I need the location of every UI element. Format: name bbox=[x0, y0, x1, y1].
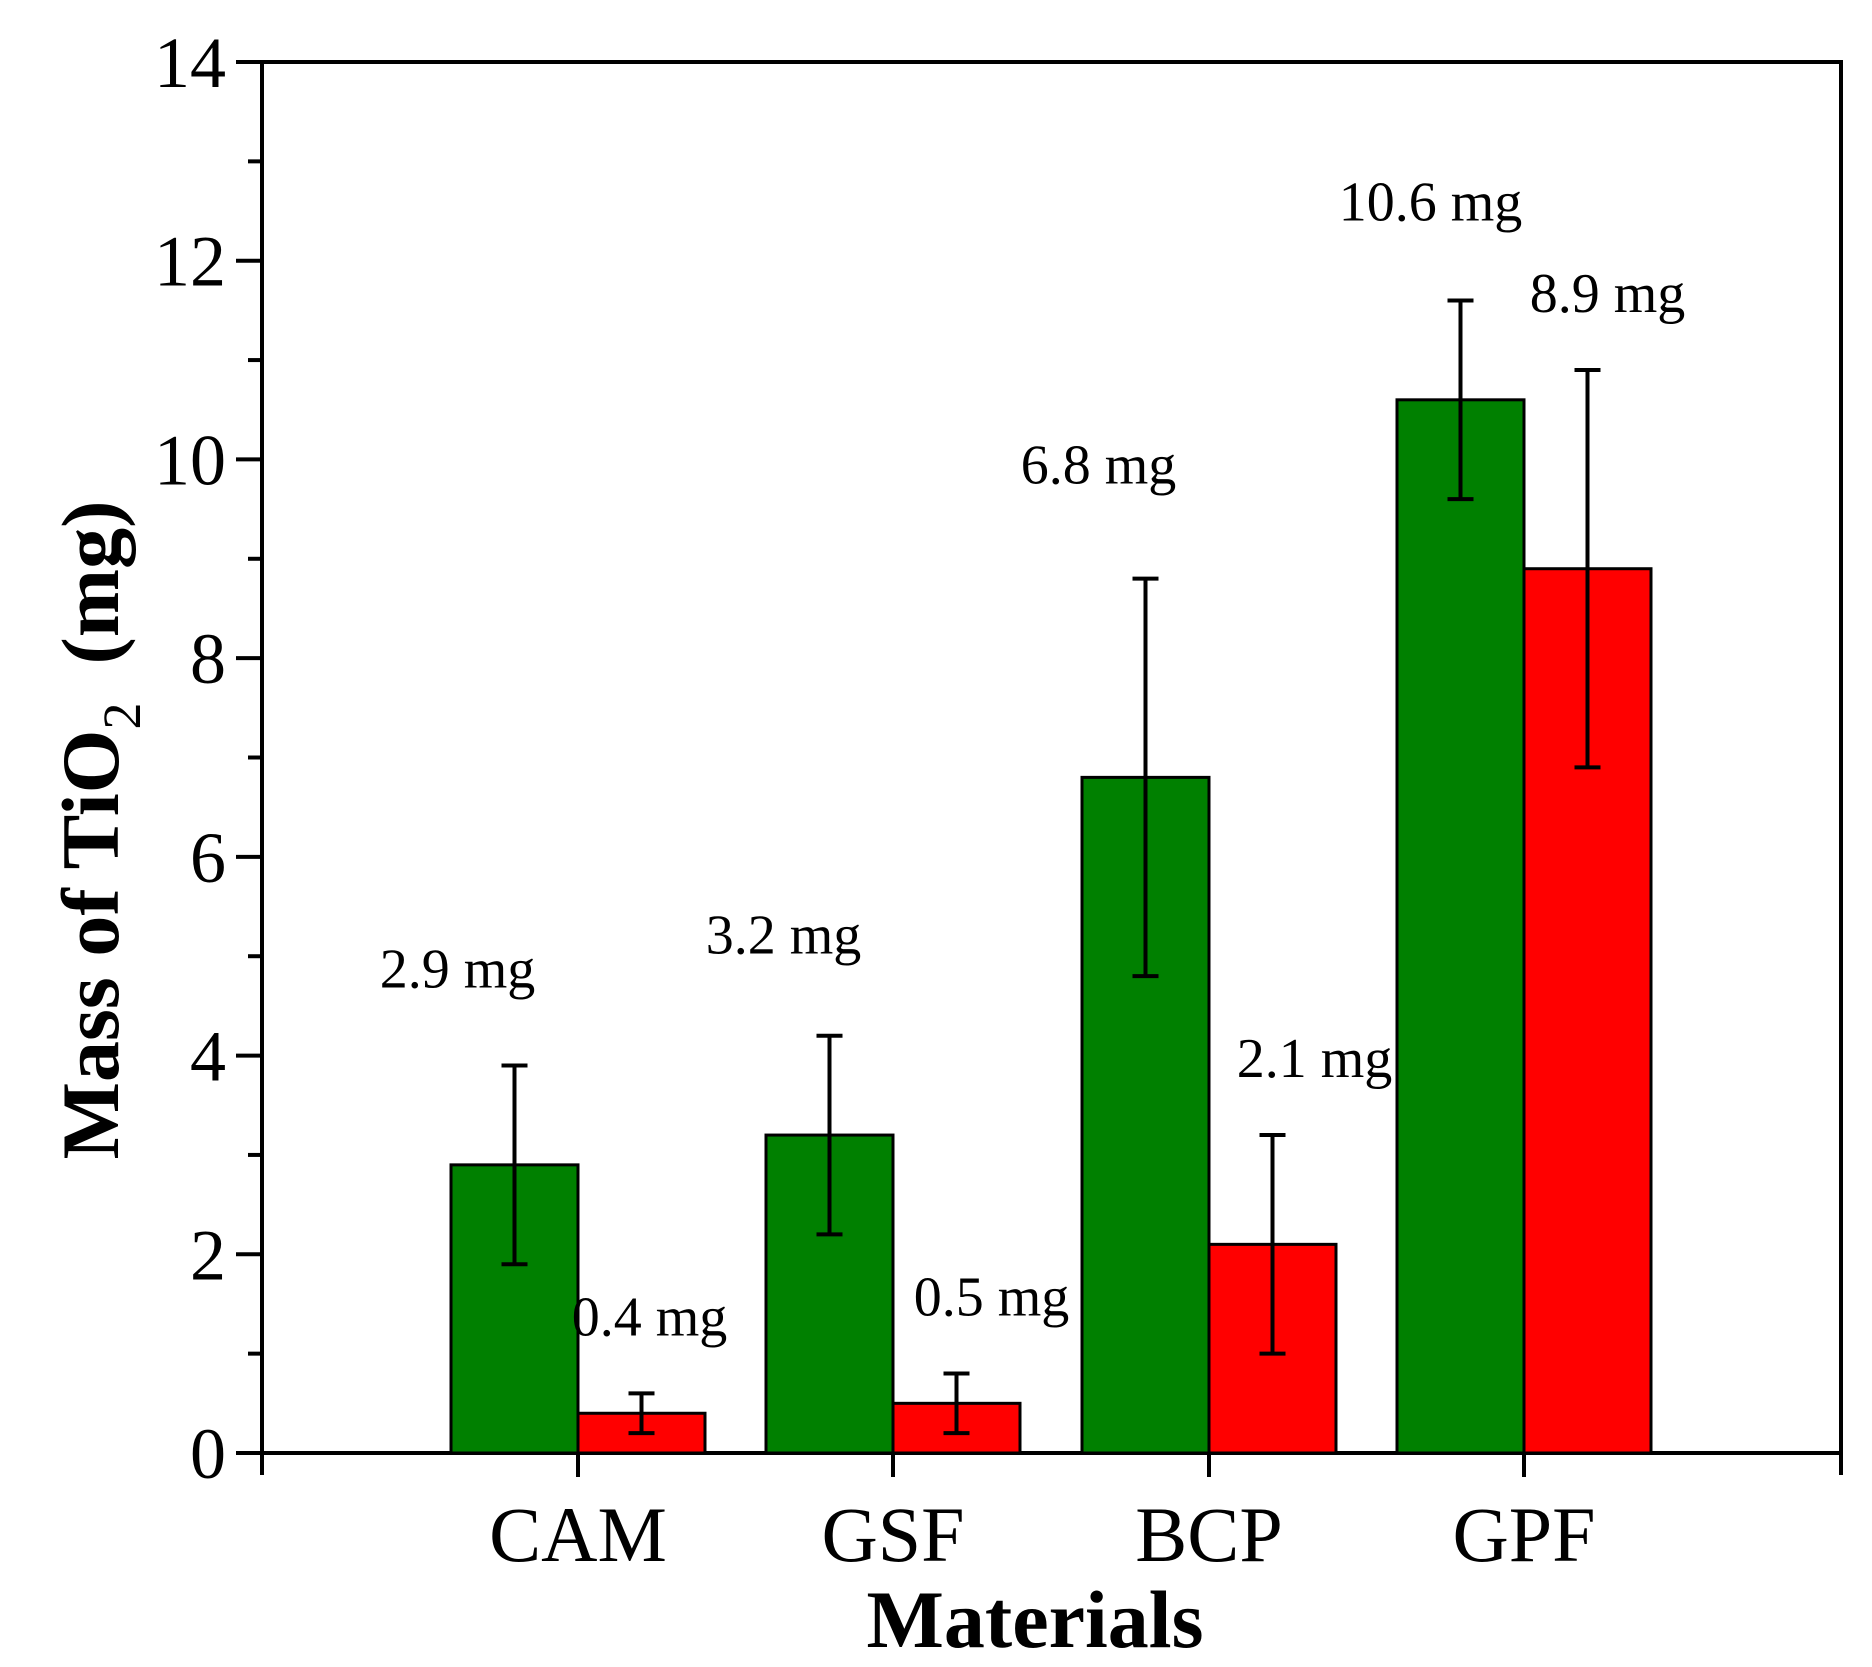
data-label: 8.9 mg bbox=[1530, 263, 1686, 325]
data-labels: 2.9 mg 3.2 mg 6.8 mg 10.6 mg 0.4 mg 0.5 mg 2.1… bbox=[380, 171, 1686, 1348]
data-label: 2.1 mg bbox=[1237, 1028, 1393, 1090]
y-axis-title: Mass of TiO2 (mg) bbox=[45, 501, 152, 1160]
x-tick-label-gsf: GSF bbox=[821, 1491, 964, 1578]
x-axis-title: Materials bbox=[867, 1574, 1204, 1665]
y-tick-label: 2 bbox=[190, 1215, 226, 1295]
y-tick-label: 10 bbox=[154, 420, 226, 500]
data-label: 6.8 mg bbox=[1021, 435, 1177, 497]
data-label: 3.2 mg bbox=[706, 905, 862, 967]
y-tick-label: 14 bbox=[154, 23, 226, 103]
x-tick-label-gpf: GPF bbox=[1452, 1491, 1595, 1578]
y-axis-title-main: Mass of TiO bbox=[45, 730, 136, 1160]
y-tick-label: 6 bbox=[190, 818, 226, 898]
bars bbox=[449, 398, 1653, 1455]
x-tick-label-bcp: BCP bbox=[1135, 1491, 1282, 1578]
x-axis-ticks: CAM GSF BCP GPF bbox=[260, 1453, 1843, 1578]
y-axis-title-unit: (mg) bbox=[45, 501, 136, 665]
data-label: 0.5 mg bbox=[914, 1267, 1070, 1329]
data-label: 2.9 mg bbox=[380, 939, 536, 1001]
error-bars bbox=[501, 298, 1601, 1436]
data-label: 10.6 mg bbox=[1339, 171, 1523, 233]
y-tick-label: 0 bbox=[190, 1414, 226, 1494]
y-tick-label: 4 bbox=[190, 1017, 226, 1097]
data-label: 0.4 mg bbox=[572, 1286, 728, 1348]
y-tick-label: 8 bbox=[190, 619, 226, 699]
x-tick-label-cam: CAM bbox=[489, 1491, 667, 1578]
y-tick-label: 12 bbox=[154, 222, 226, 302]
y-axis-title-subscript: 2 bbox=[92, 703, 152, 730]
bar-gpf-series-1 bbox=[1395, 398, 1526, 1455]
y-axis-ticks: 0 2 4 6 8 10 12 14 bbox=[154, 23, 262, 1494]
